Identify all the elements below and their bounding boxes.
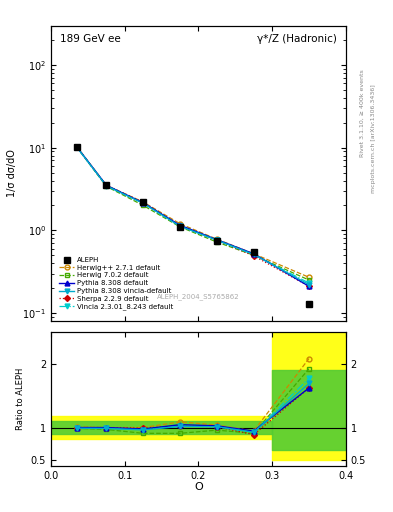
Herwig 7.0.2 default: [104, 183, 109, 189]
Pythia 8.308 vincia-default: [252, 251, 256, 258]
Y-axis label: Ratio to ALEPH: Ratio to ALEPH: [16, 368, 25, 430]
Herwig 7.0.2 default: [252, 252, 256, 258]
Sherpa 2.2.9 default: [252, 253, 256, 259]
Legend: ALEPH, Herwig++ 2.7.1 default, Herwig 7.0.2 default, Pythia 8.308 default, Pythi: ALEPH, Herwig++ 2.7.1 default, Herwig 7.…: [57, 255, 174, 312]
Herwig++ 2.7.1 default: [215, 236, 219, 242]
Sherpa 2.2.9 default: [307, 283, 311, 289]
ALEPH: [75, 144, 79, 150]
Pythia 8.308 default: [215, 237, 219, 243]
ALEPH: [104, 182, 109, 188]
Pythia 8.308 default: [307, 283, 311, 289]
Pythia 8.308 vincia-default: [75, 144, 79, 151]
Herwig 7.0.2 default: [215, 239, 219, 245]
Sherpa 2.2.9 default: [75, 144, 79, 150]
Vincia 2.3.01_8.243 default: [141, 200, 145, 206]
Line: Sherpa 2.2.9 default: Sherpa 2.2.9 default: [75, 145, 311, 288]
Herwig++ 2.7.1 default: [178, 221, 182, 227]
Pythia 8.308 default: [252, 251, 256, 257]
Herwig 7.0.2 default: [178, 224, 182, 230]
Pythia 8.308 vincia-default: [215, 237, 219, 243]
Herwig++ 2.7.1 default: [141, 199, 145, 205]
ALEPH: [141, 199, 145, 205]
Pythia 8.308 vincia-default: [104, 183, 109, 189]
Line: Herwig 7.0.2 default: Herwig 7.0.2 default: [74, 145, 311, 283]
Pythia 8.308 vincia-default: [178, 223, 182, 229]
X-axis label: O: O: [194, 482, 203, 492]
Text: Rivet 3.1.10, ≥ 400k events: Rivet 3.1.10, ≥ 400k events: [360, 69, 365, 157]
Sherpa 2.2.9 default: [215, 237, 219, 243]
Text: ALEPH_2004_S5765862: ALEPH_2004_S5765862: [157, 293, 240, 300]
Pythia 8.308 default: [141, 200, 145, 206]
Y-axis label: 1/σ dσ/dO: 1/σ dσ/dO: [7, 150, 17, 197]
Pythia 8.308 vincia-default: [307, 282, 311, 288]
Herwig++ 2.7.1 default: [252, 251, 256, 257]
Line: Pythia 8.308 vincia-default: Pythia 8.308 vincia-default: [74, 145, 311, 287]
Sherpa 2.2.9 default: [141, 199, 145, 205]
Vincia 2.3.01_8.243 default: [252, 251, 256, 258]
Pythia 8.308 default: [75, 144, 79, 150]
Vincia 2.3.01_8.243 default: [307, 280, 311, 286]
Pythia 8.308 default: [178, 222, 182, 228]
Herwig++ 2.7.1 default: [307, 274, 311, 281]
Text: 189 GeV ee: 189 GeV ee: [60, 34, 121, 45]
Pythia 8.308 vincia-default: [141, 200, 145, 206]
Line: Vincia 2.3.01_8.243 default: Vincia 2.3.01_8.243 default: [74, 145, 311, 286]
Herwig++ 2.7.1 default: [104, 182, 109, 188]
Vincia 2.3.01_8.243 default: [75, 144, 79, 150]
Vincia 2.3.01_8.243 default: [215, 237, 219, 243]
Sherpa 2.2.9 default: [178, 223, 182, 229]
ALEPH: [252, 249, 256, 255]
Sherpa 2.2.9 default: [104, 182, 109, 188]
ALEPH: [215, 238, 219, 244]
Pythia 8.308 default: [104, 182, 109, 188]
Text: γ*/Z (Hadronic): γ*/Z (Hadronic): [257, 34, 337, 45]
Vincia 2.3.01_8.243 default: [104, 182, 109, 188]
ALEPH: [307, 301, 311, 307]
Line: ALEPH: ALEPH: [74, 144, 312, 306]
Line: Pythia 8.308 default: Pythia 8.308 default: [74, 144, 311, 289]
Vincia 2.3.01_8.243 default: [178, 223, 182, 229]
ALEPH: [178, 224, 182, 230]
Line: Herwig++ 2.7.1 default: Herwig++ 2.7.1 default: [74, 144, 311, 280]
Herwig 7.0.2 default: [307, 277, 311, 283]
Herwig 7.0.2 default: [75, 144, 79, 151]
Herwig++ 2.7.1 default: [75, 143, 79, 150]
Herwig 7.0.2 default: [141, 202, 145, 208]
Text: mcplots.cern.ch [arXiv:1306.3436]: mcplots.cern.ch [arXiv:1306.3436]: [371, 84, 376, 193]
